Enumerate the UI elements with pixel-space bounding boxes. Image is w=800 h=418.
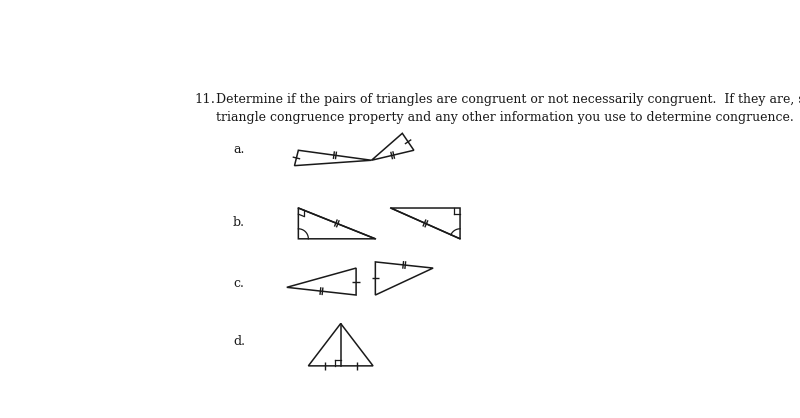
Text: d.: d. (233, 335, 245, 348)
Text: b.: b. (233, 216, 245, 229)
Text: c.: c. (233, 277, 244, 291)
Text: 11.: 11. (194, 92, 215, 105)
Text: Determine if the pairs of triangles are congruent or not necessarily congruent. : Determine if the pairs of triangles are … (216, 92, 800, 124)
Text: a.: a. (233, 143, 244, 155)
